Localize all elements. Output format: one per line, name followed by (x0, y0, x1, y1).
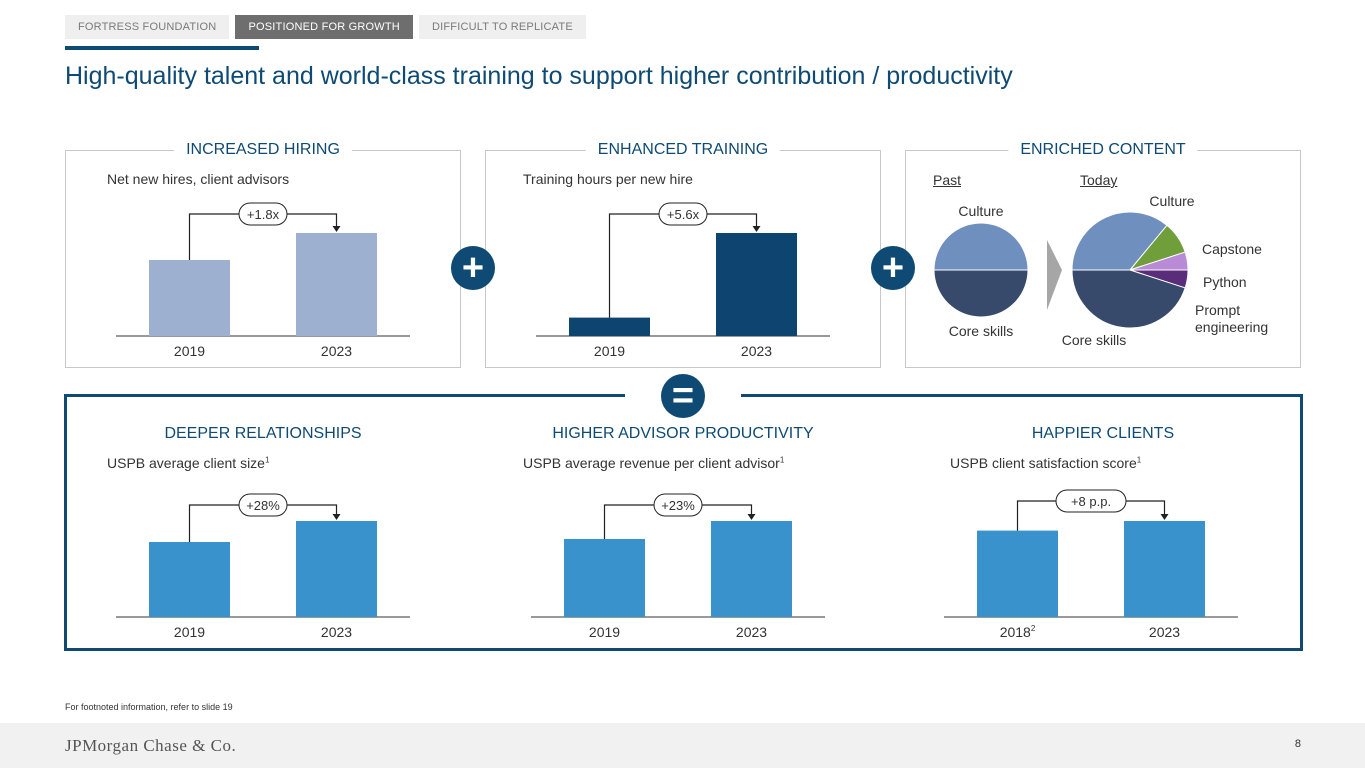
growth-annotation: +1.8x (247, 207, 280, 222)
panel-title-content: ENRICHED CONTENT (1008, 141, 1198, 159)
footnote-mark: 1 (264, 455, 270, 465)
pie-today-slice-4 (1071, 269, 1186, 329)
bar-2023 (296, 521, 377, 617)
panel-title-hiring: INCREASED HIRING (174, 141, 352, 159)
tick-label-2023: 2023 (321, 624, 352, 640)
pie-label: Culture (958, 203, 1003, 219)
growth-annotation: +28% (246, 498, 280, 513)
footer-bar (0, 723, 1365, 768)
chart-clients: 20182 2023 +8 p.p. (944, 489, 1238, 640)
pie-today-slice-0 (1071, 211, 1168, 271)
arrow-head-icon (332, 514, 341, 520)
footnote-mark: 2 (1031, 624, 1036, 633)
subtitle-hiring: Net new hires, client advisors (107, 171, 290, 187)
section-tabs: FORTRESS FOUNDATION POSITIONED FOR GROWT… (65, 15, 586, 39)
pie-label: Python (1203, 274, 1247, 290)
bar-2019 (149, 542, 230, 617)
tick-label-2019: 2019 (174, 624, 205, 640)
label-past: Past (933, 172, 962, 188)
tick-label-2023: 2023 (736, 624, 767, 640)
footnote-mark: 1 (779, 455, 785, 465)
tick-label-2023: 2023 (321, 343, 352, 359)
bar-2019 (564, 538, 645, 617)
pie-label: Culture (1149, 193, 1194, 209)
plus-icon: + (461, 247, 485, 289)
panel-title-training: ENHANCED TRAINING (585, 141, 781, 159)
equals-operator: = (661, 374, 705, 418)
chevron-right-icon (1047, 240, 1062, 310)
title-relationships: DEEPER RELATIONSHIPS (164, 425, 362, 442)
footnote-mark: 1 (1136, 455, 1142, 465)
tab-fortress-foundation[interactable]: FORTRESS FOUNDATION (65, 15, 230, 39)
bar-2023 (711, 521, 792, 617)
subtitle-productivity: USPB average revenue per client advisor1 (523, 455, 785, 471)
growth-badge (653, 493, 703, 517)
chart-content: Culture Core skills Culture Capstone Python C… (933, 193, 1268, 348)
jpmorgan-logo: JPMorgan Chase & Co. (65, 736, 237, 755)
equals-wrap: = (625, 372, 741, 420)
growth-annotation: +23% (661, 498, 695, 513)
tab-positioned-for-growth[interactable]: POSITIONED FOR GROWTH (235, 15, 413, 39)
subtitle-clients: USPB client satisfaction score1 (950, 455, 1142, 471)
panel-increased-hiring: INCREASED HIRING (65, 141, 461, 368)
growth-badge (1055, 489, 1127, 513)
growth-annotation: +8 p.p. (1071, 494, 1111, 509)
bar-2023 (1124, 521, 1205, 617)
equals-icon: = (671, 375, 695, 417)
growth-badge (238, 202, 288, 226)
plus-operator-2: + (871, 246, 915, 290)
chart-hiring: 2019 2023 +1.8x (116, 202, 410, 359)
tick-label-2018: 20182 (1000, 624, 1036, 640)
arrow-head-icon (747, 514, 756, 520)
arrow-head-icon (332, 226, 341, 232)
plus-icon: + (881, 247, 905, 289)
growth-annotation: +5.6x (667, 207, 700, 222)
active-tab-indicator (65, 46, 259, 50)
chart-relationships: 2019 2023 +28% (116, 493, 410, 640)
tick-label-2019: 2019 (174, 343, 205, 359)
pie-label: Core skills (949, 323, 1014, 339)
pie-label: Prompt (1195, 302, 1240, 318)
pie-past-slice-0 (933, 222, 1029, 271)
chart-productivity: 2019 2023 +23% (531, 493, 825, 640)
pie-past-slice-1 (933, 269, 1029, 318)
tab-difficult-to-replicate[interactable]: DIFFICULT TO REPLICATE (418, 15, 586, 39)
page-number: 8 (1294, 738, 1301, 750)
tick-label-2023: 2023 (741, 343, 772, 359)
label-today: Today (1080, 172, 1118, 188)
page-title: High-quality talent and world-class trai… (65, 62, 1013, 90)
pie-label: Core skills (1062, 332, 1127, 348)
pie-label: engineering (1195, 319, 1268, 335)
bar-2018 (977, 530, 1058, 617)
tick-label-2019: 2019 (594, 343, 625, 359)
footnote: For footnoted information, refer to slid… (65, 702, 233, 712)
pie-label: Capstone (1202, 241, 1262, 257)
bar-2023 (296, 233, 377, 336)
title-clients: HAPPIER CLIENTS (1031, 425, 1175, 442)
subtitle-training: Training hours per new hire (523, 171, 693, 187)
growth-badge (238, 493, 288, 517)
bar-2023 (716, 233, 797, 336)
bar-2019 (569, 317, 650, 336)
title-productivity: HIGHER ADVISOR PRODUCTIVITY (552, 425, 814, 442)
chart-training: 2019 2023 +5.6x (536, 202, 830, 359)
arrow-head-icon (1160, 514, 1169, 520)
tick-label-2019: 2019 (589, 624, 620, 640)
growth-badge (658, 202, 708, 226)
plus-operator-1: + (451, 246, 495, 290)
bar-2019 (149, 260, 230, 336)
tick-label-2023: 2023 (1149, 624, 1180, 640)
subtitle-relationships: USPB average client size1 (107, 455, 270, 471)
arrow-head-icon (752, 226, 761, 232)
